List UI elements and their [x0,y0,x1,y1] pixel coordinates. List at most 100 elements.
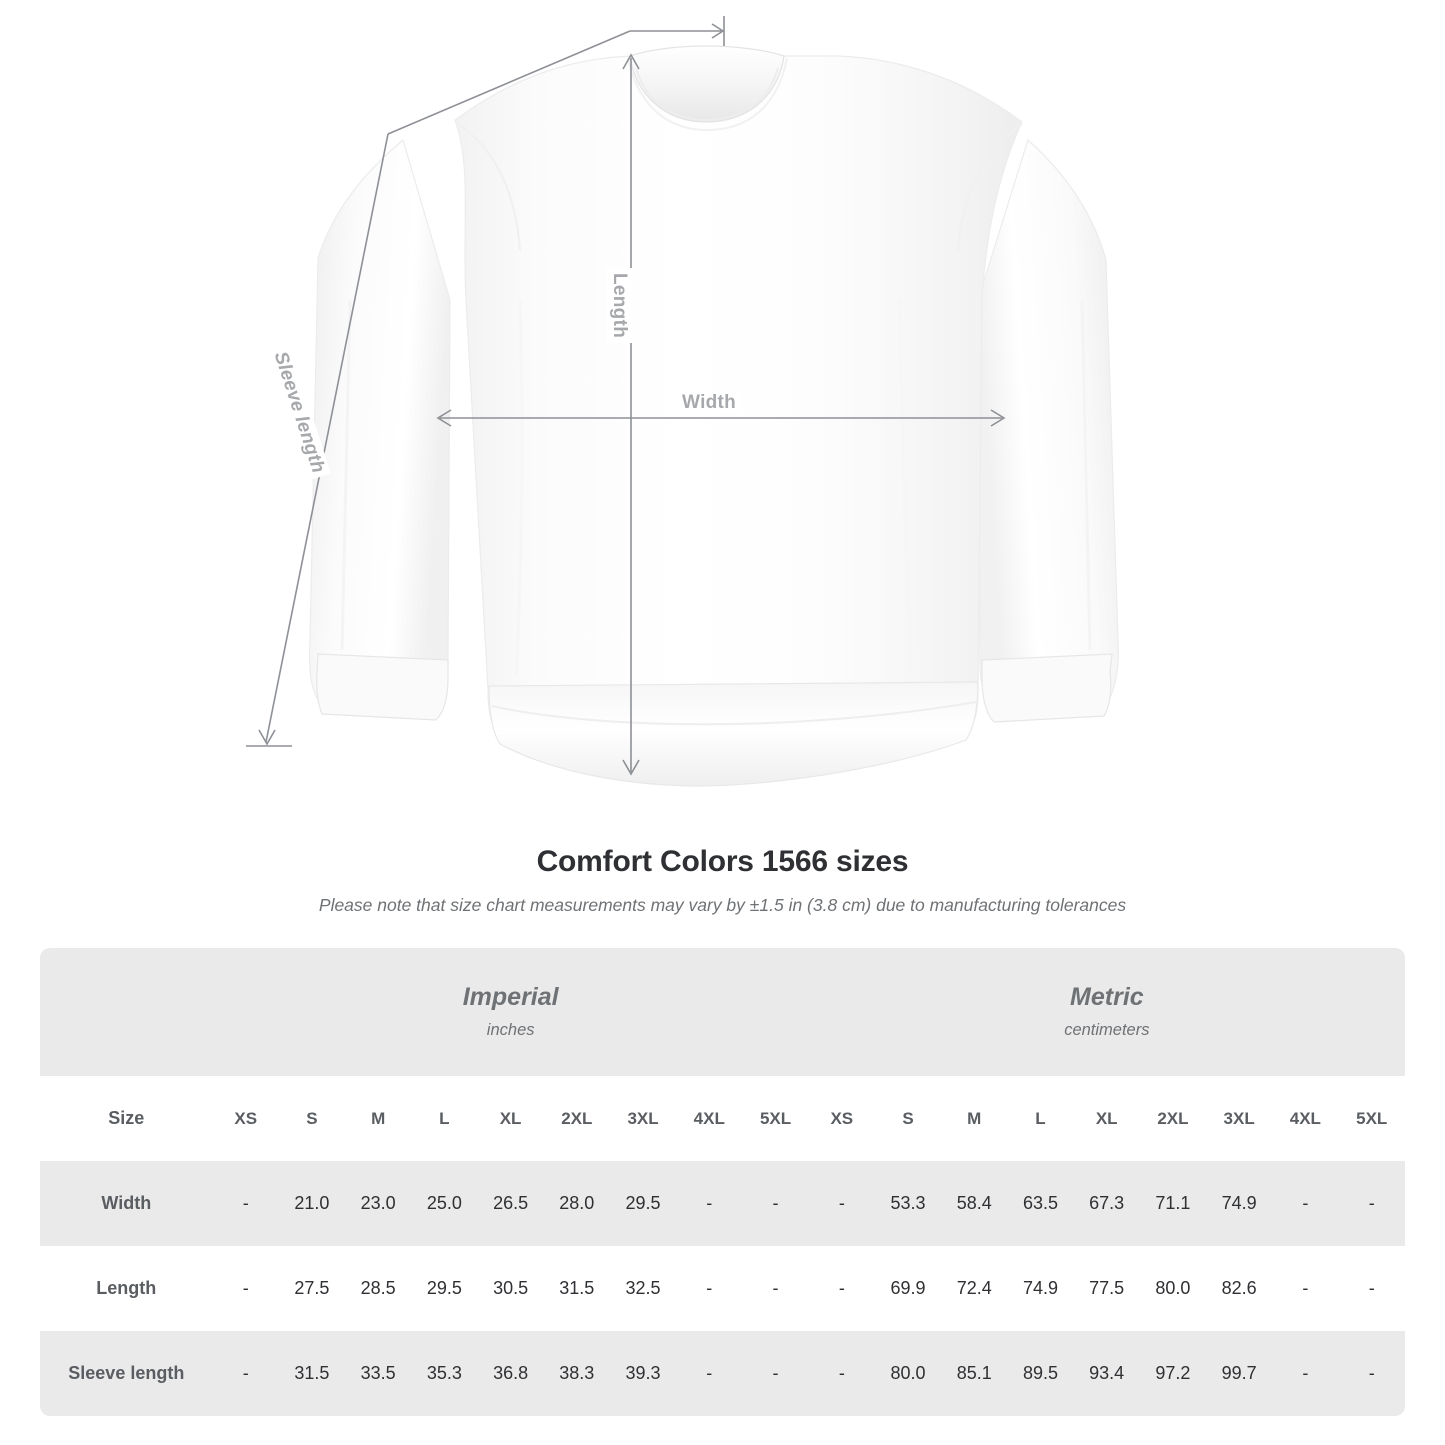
measurement-cell: 33.5 [345,1331,412,1416]
measurement-cell: - [212,1161,279,1246]
measurement-cell: 39.3 [609,1331,677,1416]
system-name-imperial: Imperial [462,983,559,1012]
measurement-cell: 26.5 [477,1161,544,1246]
measurement-cell: 25.0 [411,1161,478,1246]
measurement-cell: 89.5 [1007,1331,1074,1416]
title-block: Comfort Colors 1566 sizes Please note th… [0,845,1445,916]
size-header-cell: 3XL [1206,1076,1273,1161]
measurement-cell: 97.2 [1139,1331,1207,1416]
sweatshirt-body [308,45,1119,787]
size-header-cell: 2XL [543,1076,610,1161]
system-header-imperial: Imperial inches [212,948,809,1076]
measurement-cell: 69.9 [874,1246,942,1331]
measurement-cell: - [742,1161,809,1246]
measurement-row-label: Length [40,1246,213,1331]
size-header-cell: 2XL [1139,1076,1207,1161]
measurement-row-label: Sleeve length [40,1331,213,1416]
width-label: Width [676,392,743,414]
size-header-cell: S [278,1076,346,1161]
measurement-cell: - [1338,1246,1405,1331]
size-header-cell: 3XL [609,1076,677,1161]
size-chart-table-wrapper: Imperial inches Metric centimeters Size … [40,948,1405,1416]
measurement-cell: - [676,1246,743,1331]
measurement-cell: 74.9 [1007,1246,1074,1331]
size-chart-thead: Imperial inches Metric centimeters Size … [40,948,1405,1161]
measurement-cell: 58.4 [941,1161,1008,1246]
size-header-cell: XL [477,1076,544,1161]
measurement-cell: - [676,1331,743,1416]
size-header-cell: M [941,1076,1008,1161]
length-dimension [622,53,640,776]
measurement-cell: - [1272,1331,1339,1416]
measurement-cell: - [742,1331,809,1416]
size-header-cell: L [1007,1076,1074,1161]
measurement-cell: 85.1 [941,1331,1008,1416]
measurement-cell: - [1338,1161,1405,1246]
system-header-metric: Metric centimeters [808,948,1405,1076]
measurement-cell: - [1272,1246,1339,1331]
measurement-cell: 30.5 [477,1246,544,1331]
unit-system-row: Imperial inches Metric centimeters [40,948,1405,1076]
measurement-cell: - [1272,1161,1339,1246]
measurement-cell: 93.4 [1073,1331,1140,1416]
measurement-cell: 99.7 [1206,1331,1273,1416]
measurement-cell: 28.0 [543,1161,610,1246]
tolerance-note: Please note that size chart measurements… [318,895,1127,915]
system-name-metric: Metric [1070,983,1144,1012]
measurement-cell: 53.3 [874,1161,942,1246]
measurement-cell: 31.5 [543,1246,610,1331]
sleeve-length-dimension [246,16,725,747]
measurement-cell: 80.0 [874,1331,942,1416]
measurement-cell: 38.3 [543,1331,610,1416]
measurement-cell: 21.0 [278,1161,346,1246]
measurement-lines [246,16,1006,776]
measurement-cell: - [808,1331,875,1416]
length-label: Length [606,268,632,344]
system-unit-imperial: inches [486,1020,535,1039]
size-diagram: Width Length Sleeve length [246,16,1119,787]
measurement-cell: - [808,1246,875,1331]
measurement-cell: - [212,1331,279,1416]
measurement-cell: 27.5 [278,1246,346,1331]
measurement-row-label: Width [40,1161,213,1246]
measurement-cell: 72.4 [941,1246,1008,1331]
measurement-cell: 71.1 [1139,1161,1207,1246]
measurement-cell: 67.3 [1073,1161,1140,1246]
measurement-cell: 32.5 [609,1246,677,1331]
system-unit-metric: centimeters [1064,1020,1150,1039]
measurement-cell: 36.8 [477,1331,544,1416]
size-header-cell: XL [1073,1076,1140,1161]
size-header-cell: M [345,1076,412,1161]
measurement-cell: 29.5 [411,1246,478,1331]
width-dimension [436,409,1006,427]
size-header-cell: S [874,1076,942,1161]
measurement-cell: - [1338,1331,1405,1416]
measurement-cell: - [212,1246,279,1331]
table-row: Sleeve length -31.5 33.5 35.3 36.8 38.3 39.3- -… [40,1331,1405,1416]
measurement-cell: 31.5 [278,1331,346,1416]
table-row: Length -27.5 28.5 29.5 30.5 31.5 32.5- - -69.9 72… [40,1246,1405,1331]
measurement-cell: 82.6 [1206,1246,1273,1331]
size-header-cell: L [411,1076,478,1161]
measurement-cell: 29.5 [609,1161,677,1246]
measurement-cell: - [808,1161,875,1246]
measurement-cell: 74.9 [1206,1161,1273,1246]
size-chart-table: Imperial inches Metric centimeters Size … [40,948,1405,1416]
table-row: Width -21.0 23.0 25.0 26.5 28.0 29.5- - -53.3 58.… [40,1161,1405,1246]
page-title: Comfort Colors 1566 sizes [536,845,909,878]
size-header-cell: XS [808,1076,875,1161]
size-header-row: Size XS S M L XL 2XL 3XL 4XL 5XL XS S M L XL 2XL 3XL 4XL… [40,1076,1405,1161]
size-header-cell: 5XL [742,1076,809,1161]
garment-illustration [246,16,1119,787]
size-chart-body: Width -21.0 23.0 25.0 26.5 28.0 29.5- - -53.3 58.… [40,1161,1405,1416]
system-row-spacer [40,948,213,1076]
measurement-cell: 23.0 [345,1161,412,1246]
size-header-label: Size [40,1076,213,1161]
size-header-cell: XS [212,1076,279,1161]
measurement-cell: 28.5 [345,1246,412,1331]
measurement-cell: 77.5 [1073,1246,1140,1331]
measurement-cell: - [742,1246,809,1331]
size-header-cell: 4XL [676,1076,743,1161]
measurement-cell: 63.5 [1007,1161,1074,1246]
measurement-cell: - [676,1161,743,1246]
